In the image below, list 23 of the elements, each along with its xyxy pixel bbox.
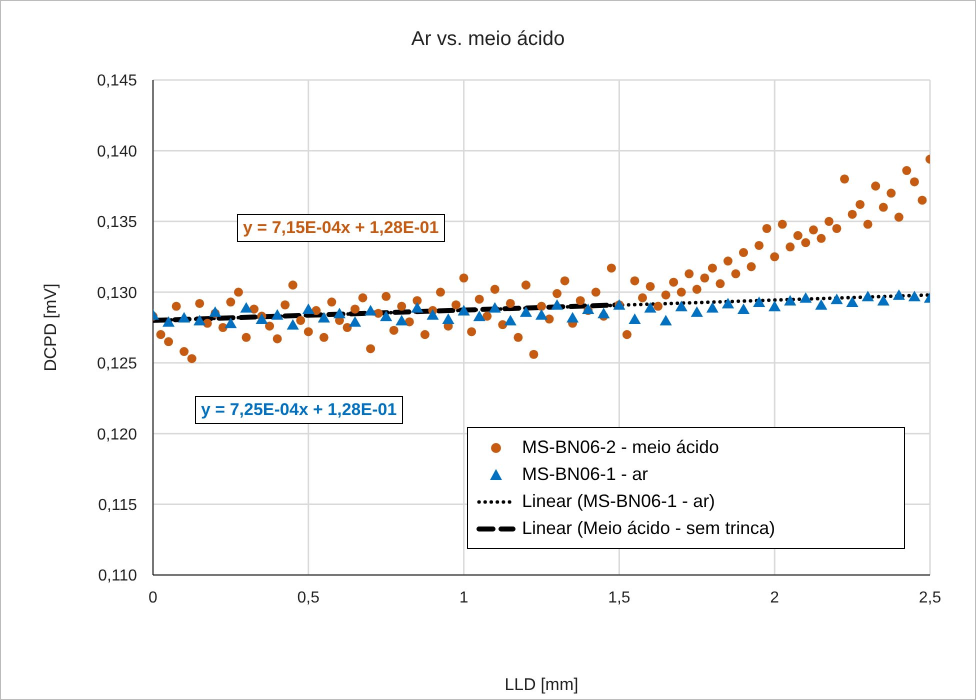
legend-label: MS-BN06-1 - ar: [522, 464, 648, 485]
y-axis-title: DCPD [mV]: [41, 284, 60, 372]
x-tick-label: 0: [148, 589, 158, 606]
chart-title: Ar vs. meio ácido: [410, 28, 566, 51]
annotation: y = 7,25E-04x + 1,28E-01: [195, 396, 403, 424]
y-tick-label: 0,145: [96, 72, 138, 90]
legend-label: Linear (MS-BN06-1 - ar): [522, 491, 716, 512]
legend-label: Linear (Meio ácido - sem trinca): [522, 518, 776, 539]
y-tick-label: 0,110: [98, 568, 138, 585]
x-tick-label: 1,5: [608, 589, 630, 606]
y-tick-label: 0,135: [96, 214, 138, 232]
annotation: y = 7,15E-04x + 1,28E-01: [237, 214, 445, 242]
x-axis-title: LLD [mm]: [504, 675, 578, 694]
x-tick-label: 0,5: [297, 589, 320, 606]
y-tick-label: 0,125: [96, 356, 138, 373]
y-tick-label: 0,140: [96, 143, 138, 160]
legend-label: MS-BN06-2 - meio ácido: [522, 437, 720, 458]
y-tick-label: 0,120: [96, 426, 138, 444]
x-tick-label: 1: [459, 589, 468, 606]
x-tick-label: 2,5: [918, 589, 942, 606]
y-tick-label: 0,130: [96, 284, 138, 302]
x-tick-label: 2: [770, 589, 780, 606]
y-tick-label: 0,115: [98, 496, 138, 514]
